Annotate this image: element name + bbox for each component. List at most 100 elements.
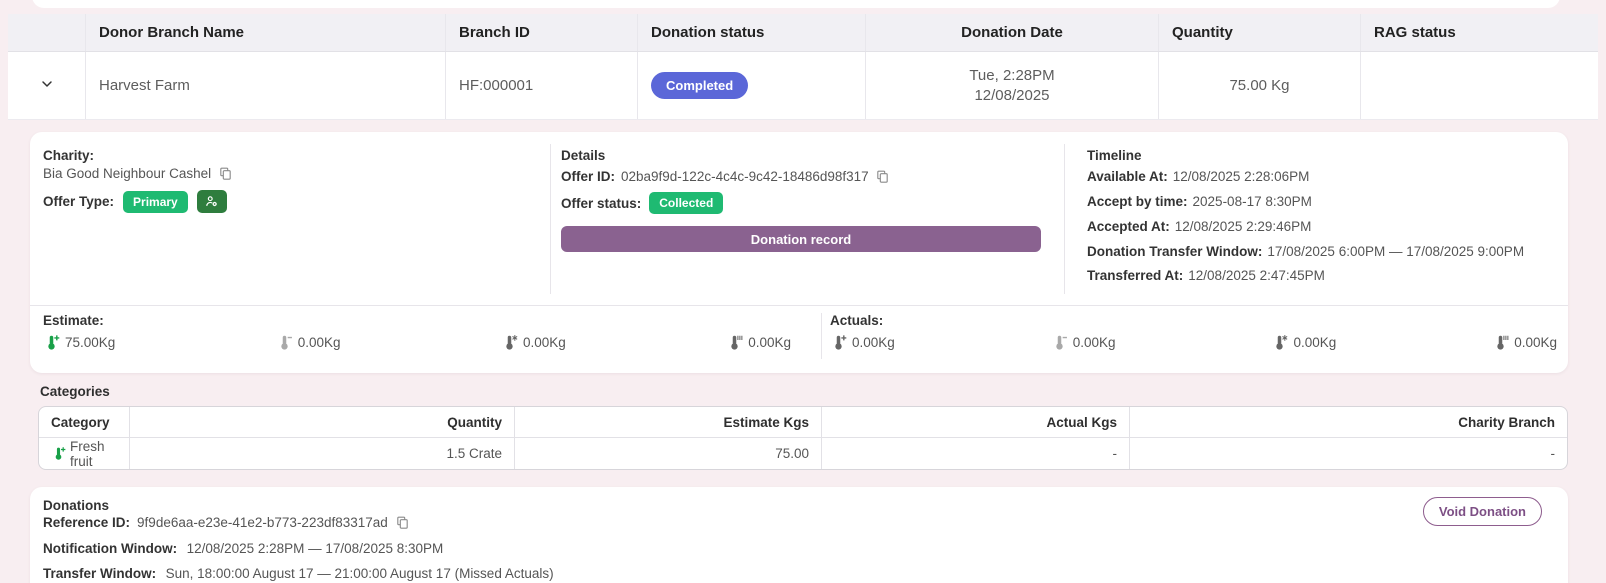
header-quantity: Quantity xyxy=(1158,14,1360,51)
divider xyxy=(30,305,1568,306)
status-badge: Completed xyxy=(651,72,749,99)
copy-icon[interactable] xyxy=(218,166,233,181)
cell-rag-status xyxy=(1360,52,1598,119)
header-donation-status: Donation status xyxy=(637,14,865,51)
header-charity-branch: Charity Branch xyxy=(1129,407,1567,437)
donation-date-date: 12/08/2025 xyxy=(974,86,1050,104)
cell-donation-date: Tue, 2:28PM 12/08/2025 xyxy=(865,52,1158,119)
offer-status-badge: Collected xyxy=(649,192,724,214)
estimate-label: Estimate: xyxy=(43,313,104,328)
estimate-value: 75.00Kg xyxy=(65,335,116,350)
reference-id-label: Reference ID: xyxy=(43,515,131,530)
cell-branch-id: HF:000001 xyxy=(445,52,637,119)
chevron-down-icon[interactable] xyxy=(39,76,55,96)
thermometer-plus-icon: 75.00Kg xyxy=(43,334,115,351)
actuals-value: 0.00Kg xyxy=(1072,335,1116,350)
expand-row-cell xyxy=(8,52,85,119)
thermometer-steam-icon: 0.00Kg xyxy=(726,334,791,351)
timeline-value: 12/08/2025 2:29:46PM xyxy=(1174,219,1312,234)
donations-panel: Donations Void Donation Reference ID: 9f… xyxy=(30,487,1568,583)
header-branch-id: Branch ID xyxy=(445,14,637,51)
timeline-row: Accept by time: 2025-08-17 8:30PM xyxy=(1087,194,1312,209)
offer-type-badge: Primary xyxy=(123,190,188,213)
copy-icon[interactable] xyxy=(875,169,890,184)
person-gear-icon[interactable] xyxy=(196,190,227,213)
categories-table: Category Quantity Estimate Kgs Actual Kg… xyxy=(38,406,1568,470)
category-name: Fresh fruit xyxy=(70,438,105,469)
transfer-window-value: Sun, 18:00:00 August 17 — 21:00:00 Augus… xyxy=(165,566,554,581)
offer-type-label: Offer Type: xyxy=(43,194,115,209)
cell-estimate-kgs: 75.00 xyxy=(514,438,821,469)
timeline-row: Donation Transfer Window: 17/08/2025 6:00… xyxy=(1087,244,1524,259)
actuals-value: 0.00Kg xyxy=(1514,335,1557,350)
thermometer-snowflake-icon: 0.00Kg xyxy=(1271,334,1336,351)
thermometer-minus-icon: 0.00Kg xyxy=(276,334,341,351)
category-row: Fresh fruit 1.5 Crate 75.00 - - xyxy=(39,438,1567,469)
donation-date-time: Tue, 2:28PM xyxy=(969,66,1055,84)
divider xyxy=(821,313,822,359)
charity-label: Charity: xyxy=(43,148,95,163)
details-title: Details xyxy=(561,148,606,163)
cell-category: Fresh fruit xyxy=(39,438,129,469)
cell-actual-kgs: - xyxy=(821,438,1129,469)
offer-status-label: Offer status: xyxy=(561,195,642,211)
copy-icon[interactable] xyxy=(395,515,410,530)
estimate-value: 0.00Kg xyxy=(297,335,341,350)
notification-window-value: 12/08/2025 2:28PM — 17/08/2025 8:30PM xyxy=(186,541,444,556)
thermometer-plus-icon: 0.00Kg xyxy=(830,334,895,351)
thermometer-snowflake-icon: 0.00Kg xyxy=(501,334,566,351)
header-actual-kgs: Actual Kgs xyxy=(821,407,1129,437)
actuals-label: Actuals: xyxy=(830,313,884,328)
timeline-label: Accepted At: xyxy=(1087,219,1170,234)
estimate-value: 0.00Kg xyxy=(748,335,791,350)
header-donor-branch-name: Donor Branch Name xyxy=(85,14,445,51)
notification-window-label: Notification Window: xyxy=(43,541,178,556)
cell-quantity: 1.5 Crate xyxy=(129,438,514,469)
offer-id-value: 02ba9f9d-122c-4c4c-9c42-18486d98f317 xyxy=(621,169,869,184)
timeline-value: 2025-08-17 8:30PM xyxy=(1192,194,1312,209)
timeline-label: Available At: xyxy=(1087,169,1168,184)
header-estimate-kgs: Estimate Kgs xyxy=(514,407,821,437)
timeline-value: 12/08/2025 2:47:45PM xyxy=(1188,268,1325,283)
timeline-label: Transferred At: xyxy=(1087,268,1184,283)
divider xyxy=(1064,144,1065,294)
actuals-value: 0.00Kg xyxy=(1293,335,1337,350)
thermometer-minus-icon: 0.00Kg xyxy=(1051,334,1116,351)
timeline-label: Accept by time: xyxy=(1087,194,1188,209)
expander-header-cell xyxy=(8,14,85,51)
timeline-row: Accepted At: 12/08/2025 2:29:46PM xyxy=(1087,219,1311,234)
actuals-items: 0.00Kg 0.00Kg 0.00Kg 0.00Kg xyxy=(830,334,1557,351)
donations-title: Donations xyxy=(43,498,109,513)
header-category: Category xyxy=(51,414,110,430)
offer-id-label: Offer ID: xyxy=(561,169,615,184)
header-quantity: Quantity xyxy=(129,407,514,437)
reference-id-value: 9f9de6aa-e23e-41e2-b773-223df83317ad xyxy=(137,515,388,530)
cell-quantity: 75.00 Kg xyxy=(1158,52,1360,119)
thermometer-steam-icon: 0.00Kg xyxy=(1492,334,1557,351)
actuals-value: 0.00Kg xyxy=(852,335,895,350)
cell-donation-status: Completed xyxy=(637,52,865,119)
transfer-window-label: Transfer Window: xyxy=(43,566,157,581)
header-rag-status: RAG status xyxy=(1360,14,1598,51)
estimate-items: 75.00Kg 0.00Kg 0.00Kg 0.00Kg xyxy=(43,334,791,351)
categories-header-row: Category Quantity Estimate Kgs Actual Kg… xyxy=(39,407,1567,438)
divider xyxy=(550,144,551,294)
timeline-label: Donation Transfer Window: xyxy=(1087,244,1263,259)
timeline-title: Timeline xyxy=(1087,148,1142,163)
timeline-row: Available At: 12/08/2025 2:28:06PM xyxy=(1087,169,1309,184)
table-row[interactable]: Harvest Farm HF:000001 Completed Tue, 2:… xyxy=(8,52,1598,120)
thermometer-plus-icon xyxy=(51,446,66,461)
donations-table: Donor Branch Name Branch ID Donation sta… xyxy=(8,14,1598,120)
detail-panel: Charity: Bia Good Neighbour Cashel Offer… xyxy=(30,132,1568,373)
estimate-value: 0.00Kg xyxy=(522,335,566,350)
timeline-row: Transferred At: 12/08/2025 2:47:45PM xyxy=(1087,268,1325,283)
donation-record-button[interactable]: Donation record xyxy=(561,226,1041,252)
timeline-value: 17/08/2025 6:00PM — 17/08/2025 9:00PM xyxy=(1267,244,1525,259)
timeline-value: 12/08/2025 2:28:06PM xyxy=(1172,169,1310,184)
cell-donor-branch-name: Harvest Farm xyxy=(85,52,445,119)
cell-charity-branch: - xyxy=(1129,438,1567,469)
void-donation-button[interactable]: Void Donation xyxy=(1422,497,1542,526)
charity-name: Bia Good Neighbour Cashel xyxy=(43,166,212,181)
previous-card-edge xyxy=(32,0,1560,8)
categories-title: Categories xyxy=(40,384,110,399)
